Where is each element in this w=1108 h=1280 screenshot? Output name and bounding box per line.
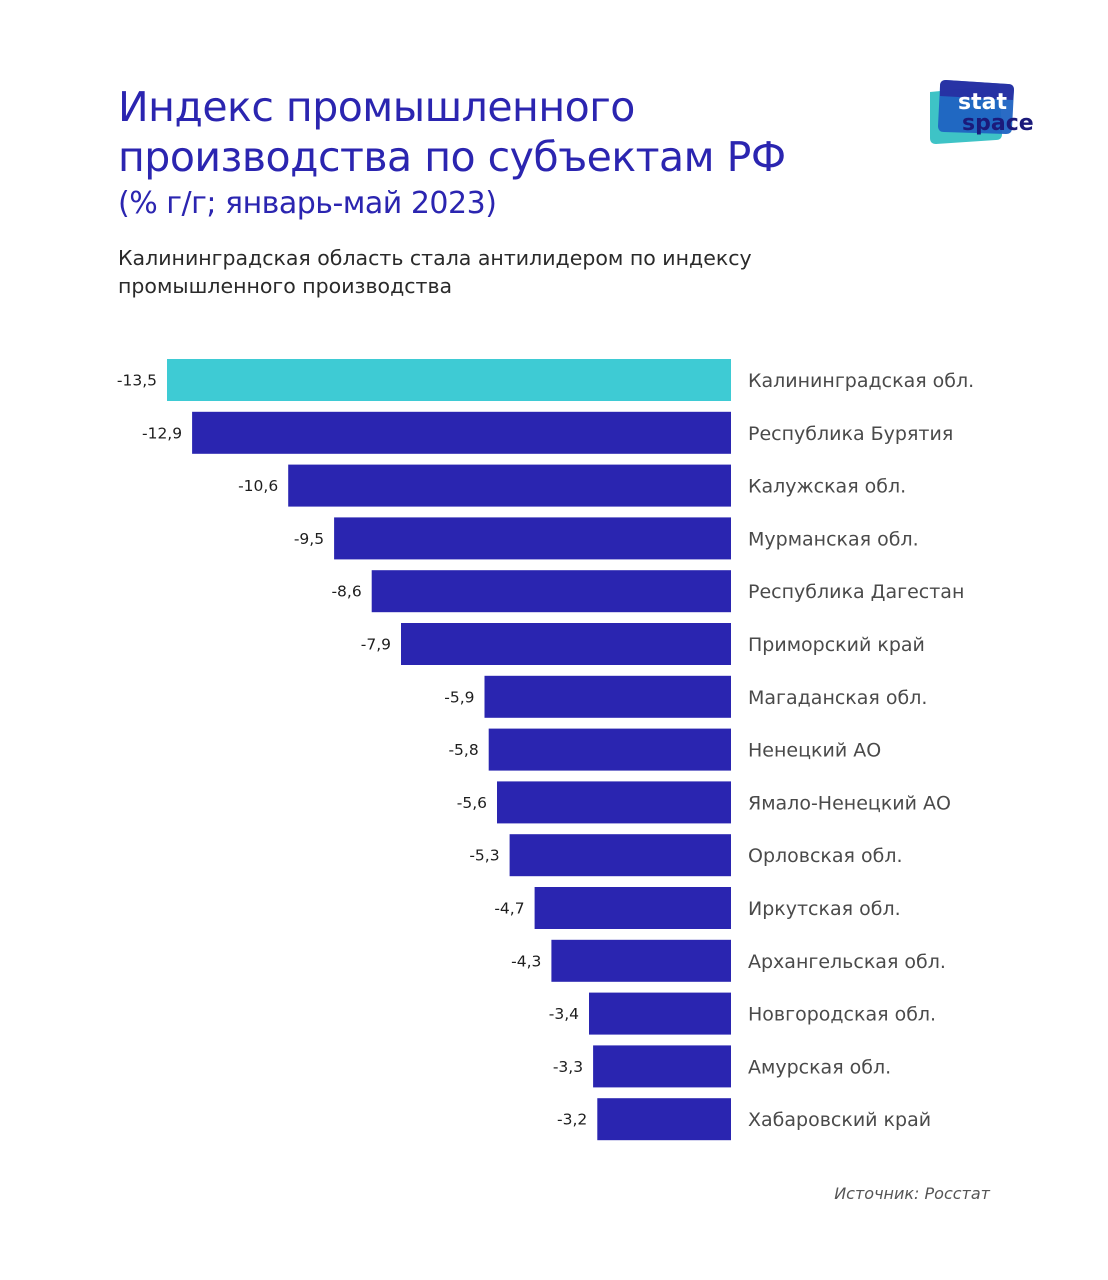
category-label-6: Магаданская обл. — [748, 687, 927, 709]
value-label-3: -9,5 — [294, 530, 324, 548]
bar-2 — [288, 464, 731, 507]
logo-text-stat: stat — [958, 90, 1007, 115]
category-label-10: Иркутская обл. — [748, 898, 901, 920]
value-label-14: -3,2 — [557, 1111, 587, 1129]
value-label-0: -13,5 — [117, 372, 157, 390]
category-label-3: Мурманская обл. — [748, 528, 919, 550]
value-label-10: -4,7 — [494, 900, 524, 918]
category-label-7: Ненецкий АО — [748, 740, 881, 762]
value-label-4: -8,6 — [331, 583, 361, 601]
bar-4 — [371, 570, 731, 613]
value-label-9: -5,3 — [469, 847, 499, 865]
bar-3 — [334, 517, 731, 560]
value-label-13: -3,3 — [553, 1058, 583, 1076]
bar-14 — [597, 1098, 731, 1141]
value-label-5: -7,9 — [361, 636, 391, 654]
bar-1 — [192, 411, 732, 454]
logo-text-space: space — [962, 111, 1034, 136]
category-label-5: Приморский край — [748, 634, 925, 656]
bar-12 — [589, 992, 731, 1035]
category-label-11: Архангельская обл. — [748, 951, 946, 973]
bar-6 — [484, 675, 731, 718]
source-note: Источник: Росстат — [834, 1184, 990, 1203]
title-line-2: производства по субъектам РФ — [118, 133, 786, 181]
category-label-14: Хабаровский край — [748, 1109, 931, 1131]
bar-0 — [167, 359, 731, 401]
chart-title: Индекс промышленного производства по суб… — [118, 82, 786, 224]
bar-5 — [401, 623, 731, 665]
title-unit: (% г/г; январь-май 2023) — [118, 186, 497, 221]
bar-10 — [534, 887, 731, 929]
value-label-12: -3,4 — [549, 1005, 579, 1023]
logo-mark-icon — [930, 80, 1014, 144]
statspace-logo: stat space — [930, 80, 1034, 144]
category-label-8: Ямало-Ненецкий АО — [748, 792, 951, 814]
value-label-2: -10,6 — [238, 477, 278, 495]
bar-9 — [509, 834, 731, 877]
value-label-1: -12,9 — [142, 424, 182, 442]
category-label-0: Калининградская обл. — [748, 370, 974, 392]
category-label-4: Республика Дагестан — [748, 581, 964, 603]
value-label-8: -5,6 — [457, 794, 487, 812]
bars-group: -13,5 Калининградская обл. -12,9 Республика… — [117, 359, 974, 1141]
category-label-2: Калужская обл. — [748, 476, 906, 498]
bar-8 — [497, 781, 731, 824]
category-label-12: Новгородская обл. — [748, 1004, 936, 1026]
value-label-11: -4,3 — [511, 952, 541, 970]
value-label-6: -5,9 — [444, 688, 474, 706]
category-label-1: Республика Бурятия — [748, 423, 953, 445]
bar-7 — [488, 728, 731, 771]
bar-13 — [593, 1045, 731, 1088]
value-label-7: -5,8 — [448, 741, 478, 759]
category-label-9: Орловская обл. — [748, 845, 903, 867]
bar-11 — [551, 939, 731, 982]
bar-chart: -13,5 Калининградская обл. -12,9 Республика… — [117, 359, 974, 1141]
chart-subtitle: Калининградская область стала антилидеро… — [118, 246, 752, 298]
title-line-1: Индекс промышленного — [118, 83, 635, 131]
category-label-13: Амурская обл. — [748, 1056, 891, 1078]
